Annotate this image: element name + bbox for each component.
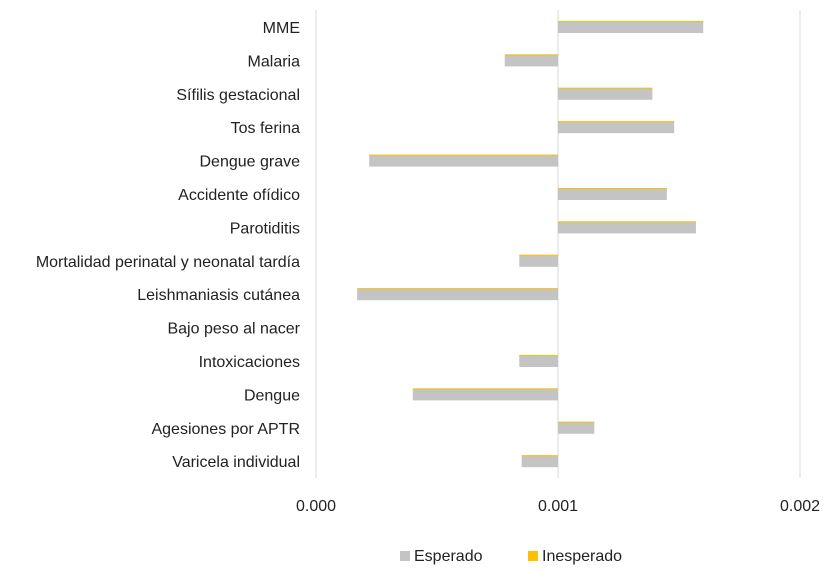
bar-esperado bbox=[521, 455, 558, 468]
bar-esperado bbox=[369, 154, 558, 167]
legend-swatch bbox=[400, 551, 410, 561]
x-tick-label: 0.002 bbox=[780, 498, 820, 515]
category-label: Bajo peso al nacer bbox=[167, 321, 300, 338]
bar-esperado bbox=[558, 221, 696, 234]
category-label: Leishmaniasis cutánea bbox=[137, 287, 300, 304]
bar-esperado bbox=[504, 54, 558, 67]
bar-esperado bbox=[558, 421, 595, 434]
legend-swatch bbox=[528, 551, 538, 561]
category-label: Varicela individual bbox=[172, 454, 300, 471]
gridlines bbox=[315, 10, 801, 478]
x-tick-label: 0.000 bbox=[296, 498, 336, 515]
category-label: Accidente ofídico bbox=[178, 187, 300, 204]
legend-label: Esperado bbox=[414, 548, 483, 565]
bar-esperado bbox=[558, 121, 675, 134]
category-label: MME bbox=[263, 20, 300, 37]
bar-esperado bbox=[412, 388, 558, 401]
bar-esperado bbox=[519, 355, 558, 367]
category-label: Intoxicaciones bbox=[199, 354, 300, 371]
category-label: Tos ferina bbox=[231, 120, 300, 137]
category-label: Mortalidad perinatal y neonatal tardía bbox=[36, 254, 300, 271]
category-label: Parotiditis bbox=[230, 220, 300, 237]
category-labels: MME Malaria Sífilis gestacional Tos ferina D… bbox=[36, 20, 301, 471]
category-label: Dengue bbox=[244, 387, 300, 404]
x-tick-labels: 0.000 0.001 0.002 bbox=[296, 498, 820, 515]
category-label: Sífilis gestacional bbox=[176, 87, 300, 104]
legend: Esperado Inesperado bbox=[400, 548, 622, 565]
bar-esperado bbox=[558, 21, 704, 33]
bar-esperado bbox=[519, 254, 558, 267]
bar-esperado bbox=[357, 288, 558, 301]
legend-label: Inesperado bbox=[542, 548, 622, 565]
category-label: Dengue grave bbox=[199, 154, 300, 171]
bar-esperado bbox=[558, 188, 667, 200]
bars bbox=[357, 21, 704, 468]
category-label: Malaria bbox=[248, 53, 301, 70]
category-label: Agesiones por APTR bbox=[151, 421, 300, 438]
x-tick-label: 0.001 bbox=[538, 498, 578, 515]
bar-esperado bbox=[558, 87, 653, 100]
